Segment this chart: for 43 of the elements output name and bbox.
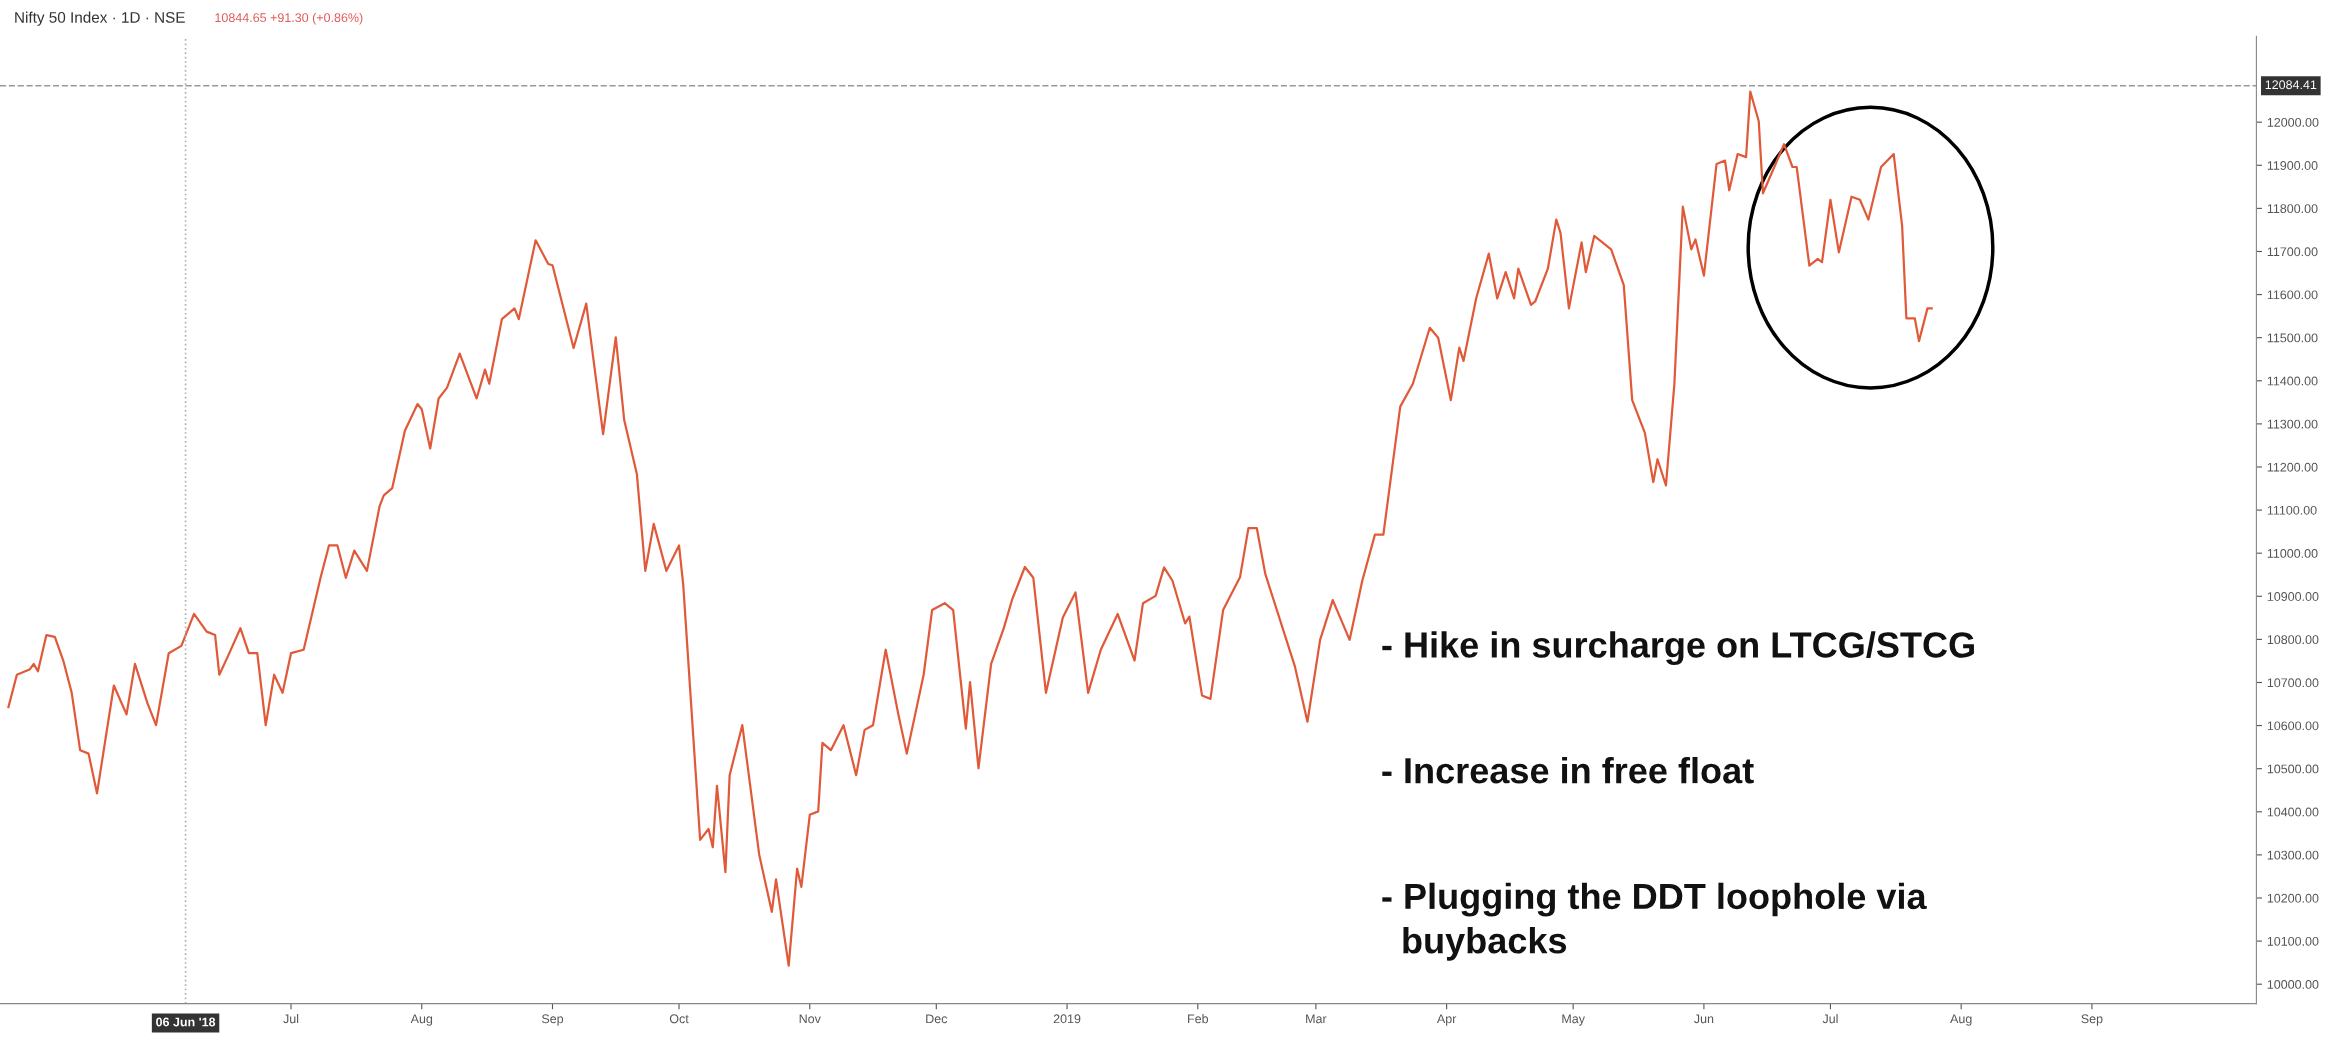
y-tick-label: 11100.00: [2267, 505, 2317, 515]
x-tick-label: Jul: [283, 1014, 299, 1024]
x-tick-label: Sep: [2081, 1014, 2103, 1026]
x-tick-label: 2019: [1053, 1014, 1081, 1024]
y-tick-label: 11900.00: [2267, 161, 2318, 170]
x-tick-label: Nov: [799, 1014, 821, 1024]
y-tick-label: 10300.00: [2267, 850, 2319, 860]
y-tick-label: 10600.00: [2267, 721, 2319, 731]
chart-subtitle: 10844.65 +91.30 (+0.86%): [215, 12, 363, 25]
annotation: - Hike in surcharge on LTCG/STCG: [1382, 631, 1974, 666]
x-tick-label: Mar: [1306, 1014, 1327, 1024]
ref-line-label: 06 Jun '18: [156, 1017, 216, 1027]
y-tick-label: 10700.00: [2267, 678, 2319, 688]
y-tick-label: 11000.00: [2267, 548, 2318, 558]
y-tick-label: 10000.00: [2267, 980, 2319, 989]
x-tick-label: Aug: [1950, 1014, 1972, 1026]
x-tick-label: Feb: [1188, 1014, 1209, 1024]
y-tick-label: 11800.00: [2267, 204, 2318, 214]
y-tick-label: 10900.00: [2267, 592, 2319, 601]
x-tick-label: Jun: [1694, 1014, 1714, 1024]
x-tick-label: Sep: [541, 1014, 564, 1026]
y-tick-label: 12000.00: [2267, 117, 2319, 127]
x-tick-label: Aug: [410, 1014, 433, 1026]
y-tick-label: 10200.00: [2267, 893, 2319, 903]
y-tick-label: 10800.00: [2267, 635, 2319, 645]
x-tick-label: May: [1562, 1014, 1585, 1026]
x-tick-label: Oct: [669, 1014, 689, 1024]
annotation: - Plugging the DDT loophole via buybacks: [1382, 882, 1927, 961]
y-tick-label: 10400.00: [2267, 807, 2319, 817]
y-tick-label: 11200.00: [2267, 462, 2318, 472]
ref-line-label: 12084.41: [2265, 80, 2317, 90]
x-tick-label: Dec: [926, 1014, 948, 1024]
y-tick-label: 10100.00: [2267, 936, 2319, 946]
y-tick-label: 11400.00: [2267, 376, 2318, 386]
annotation: - Increase in free float: [1382, 756, 1754, 784]
y-tick-label: 10500.00: [2267, 764, 2319, 774]
x-tick-label: Apr: [1436, 1014, 1457, 1026]
y-tick-label: 11600.00: [2267, 290, 2318, 300]
y-tick-label: 11500.00: [2267, 333, 2318, 343]
y-tick-label: 11300.00: [2267, 419, 2318, 429]
chart-title: Nifty 50 Index · 1D · NSE: [15, 11, 185, 26]
y-tick-label: 11700.00: [2267, 247, 2318, 257]
x-tick-label: Jul: [1822, 1014, 1838, 1024]
